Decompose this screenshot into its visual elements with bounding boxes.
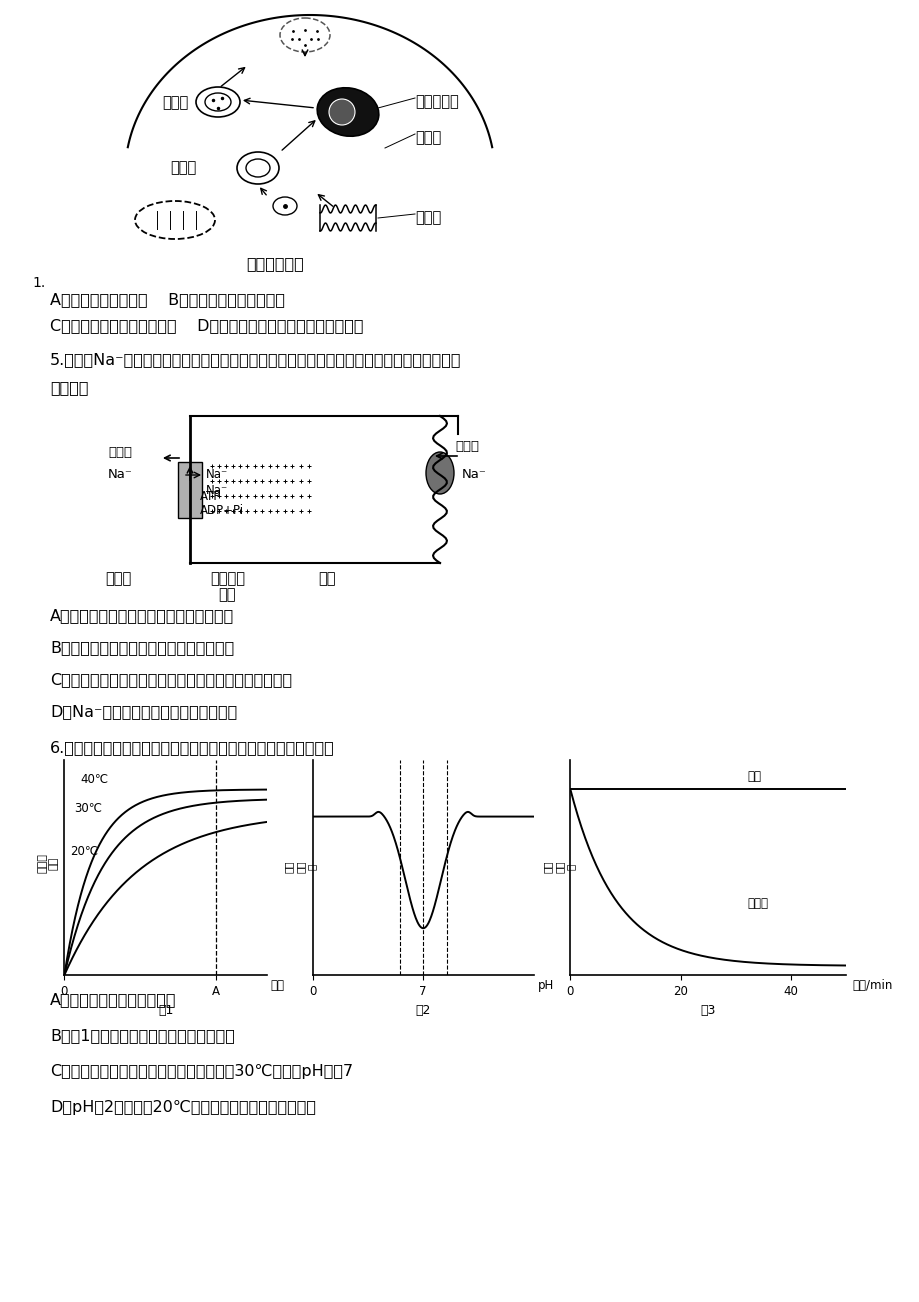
- Text: 图3: 图3: [700, 1004, 715, 1017]
- Text: C．实验结果表明，该酶活性的最适温度是30℃、最适pH值是7: C．实验结果表明，该酶活性的最适温度是30℃、最适pH值是7: [50, 1064, 353, 1079]
- Text: B．不同物质进出细胞膜可以共用同一载体: B．不同物质进出细胞膜可以共用同一载体: [50, 641, 234, 655]
- Text: 时间/min: 时间/min: [851, 979, 891, 992]
- Text: D．pH＝2与温度为20℃条件下酶活性减弱的原因不同: D．pH＝2与温度为20℃条件下酶活性减弱的原因不同: [50, 1100, 315, 1115]
- Bar: [177, 462, 202, 518]
- Text: 溶酶体: 溶酶体: [170, 160, 196, 174]
- Text: 底物
剩余
量: 底物 剩余 量: [283, 861, 316, 874]
- Text: 自噬体: 自噬体: [414, 130, 441, 145]
- Text: C．小肠上皮细胞吸收葡萄糖体现了细胞膜的选择透过性: C．小肠上皮细胞吸收葡萄糖体现了细胞膜的选择透过性: [50, 672, 292, 687]
- Text: 自噬溶酶体: 自噬溶酶体: [414, 94, 459, 109]
- Text: 1.: 1.: [32, 276, 45, 290]
- Text: ADP+Pi: ADP+Pi: [199, 504, 244, 517]
- Text: 5.如图为Na⁻和葡萄糖进出小肠上皮细胞的示意图。下列关于图中物质跨膜运输过程的分析，: 5.如图为Na⁻和葡萄糖进出小肠上皮细胞的示意图。下列关于图中物质跨膜运输过程的…: [50, 352, 461, 367]
- Text: 图2: 图2: [415, 1004, 430, 1017]
- Text: ATP: ATP: [199, 490, 221, 503]
- Text: 40℃: 40℃: [81, 772, 108, 785]
- Text: 时间: 时间: [270, 979, 285, 992]
- Text: 细胞: 细胞: [218, 587, 235, 602]
- Text: 图1: 图1: [158, 1004, 173, 1017]
- Text: B．图1曲线是研究该酶具有高效性的结果: B．图1曲线是研究该酶具有高效性的结果: [50, 1029, 234, 1043]
- Text: 20℃: 20℃: [71, 845, 98, 858]
- Text: A．生物膜具有流动性    B．生物膜具有选择透过性: A．生物膜具有流动性 B．生物膜具有选择透过性: [50, 292, 285, 307]
- Text: A．同一物质进出同一细胞的方式可以不同: A．同一物质进出同一细胞的方式可以不同: [50, 608, 234, 622]
- Text: Na⁻: Na⁻: [206, 467, 228, 480]
- Text: D．Na⁻进出小肠上皮细胞均为被动运输: D．Na⁻进出小肠上皮细胞均为被动运输: [50, 704, 237, 719]
- Text: 组织液: 组织液: [105, 572, 131, 586]
- Text: 麦芽糖: 麦芽糖: [746, 897, 767, 910]
- Text: 错误的是: 错误的是: [50, 380, 88, 395]
- Text: Na⁻: Na⁻: [461, 467, 486, 480]
- Text: Na⁻: Na⁻: [206, 484, 228, 497]
- Text: pH: pH: [538, 979, 554, 992]
- Text: 葡萄糖: 葡萄糖: [455, 440, 479, 453]
- Text: 6.下图为用同一种酶进行的不同实验结果，下列有关叙述正确的是: 6.下图为用同一种酶进行的不同实验结果，下列有关叙述正确的是: [50, 740, 335, 755]
- Text: Na⁻: Na⁻: [108, 467, 132, 480]
- Text: 内质网: 内质网: [414, 210, 441, 225]
- Text: 蔗糖: 蔗糖: [746, 771, 760, 784]
- Text: 小肠上皮: 小肠上皮: [210, 572, 244, 586]
- Text: A．本实验研究的酶是淀粉酶: A．本实验研究的酶是淀粉酶: [50, 992, 176, 1006]
- Text: 底物
剩余
量: 底物 剩余 量: [542, 861, 575, 874]
- Text: 生成物
浓度: 生成物 浓度: [38, 853, 59, 874]
- Text: 肠腔: 肠腔: [318, 572, 335, 586]
- Circle shape: [329, 99, 355, 125]
- Ellipse shape: [425, 452, 453, 493]
- Text: 衰老的线粒体: 衰老的线粒体: [246, 256, 303, 271]
- Text: C．生物膜的组成成分很相似    D．溶酶体能分解衰老、损伤的细胞器: C．生物膜的组成成分很相似 D．溶酶体能分解衰老、损伤的细胞器: [50, 318, 363, 333]
- Text: 30℃: 30℃: [74, 802, 102, 815]
- Ellipse shape: [317, 87, 379, 137]
- Text: 葡萄糖: 葡萄糖: [108, 447, 131, 460]
- Text: 残余体: 残余体: [162, 95, 188, 109]
